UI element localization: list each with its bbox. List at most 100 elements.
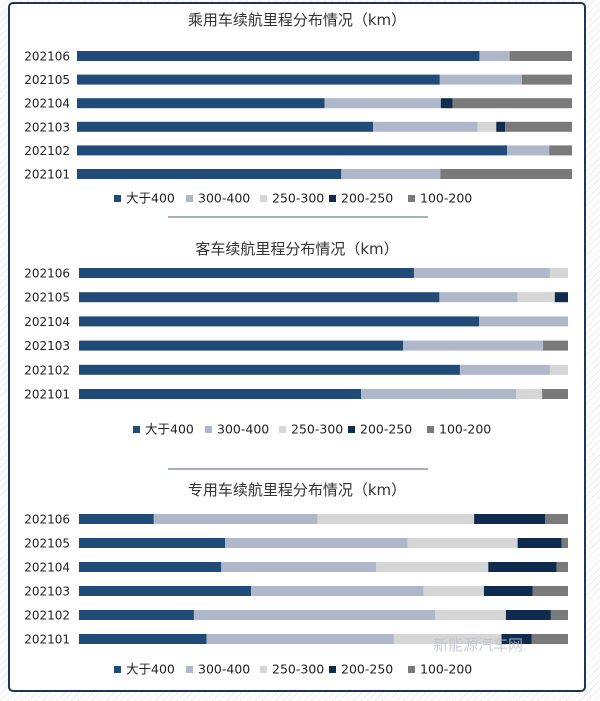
bar-segment [522,74,572,85]
bar-segment [545,514,568,524]
bar-segment [509,51,572,61]
legend-label: 大于400 [126,662,175,677]
bar-segment [77,145,508,156]
legend-swatch [348,426,355,433]
bar-segment [488,562,557,572]
bar-segment [556,562,568,572]
bar-segment [403,340,544,351]
category-label: 202101 [24,388,70,402]
bar-segment [516,389,543,399]
bar-segment [505,121,573,132]
bar-segment [543,340,568,351]
legend-swatch [260,195,267,202]
bar-segment [77,169,342,179]
bar-segment [561,538,568,548]
category-label: 202106 [24,50,70,64]
legend-swatch [427,426,434,433]
bar-segment [479,51,510,61]
bar-segment [483,586,533,596]
bar-segment [79,514,154,524]
category-label: 202102 [24,363,70,377]
bar-segment [542,389,568,399]
bar-segment [341,169,441,179]
bar-segment [505,610,551,620]
category-label: 202103 [24,585,70,599]
bar-segment [376,562,489,572]
bar-segment [549,268,568,278]
legend-label: 300-400 [217,422,269,437]
bar-segment [77,121,374,132]
bar-segment [77,98,325,109]
bar-segment [393,634,502,644]
bar-segment [79,586,252,596]
legend-label: 100-200 [439,422,491,437]
category-label: 202104 [24,97,70,111]
legend-label: 250-300 [291,422,343,437]
bar-segment [225,538,408,548]
legend-label: 大于400 [126,191,175,206]
legend-label: 100-200 [420,191,472,206]
legend-swatch [279,426,286,433]
category-label: 202106 [24,513,70,527]
category-label: 202103 [24,339,70,353]
bus-chart: 客车续航里程分布情况（km） 202106 202105 202104 202103 2… [24,240,568,437]
bar-segment [79,268,414,278]
bar-segment [79,292,440,303]
category-label: 202102 [24,144,70,158]
category-label: 202105 [24,291,70,305]
legend-swatch [408,195,415,202]
bar-segment [79,389,362,399]
bar-segment [434,610,506,620]
bar-segment [77,51,480,61]
category-label: 202101 [24,168,70,182]
bar-segment [440,98,453,109]
chart-title: 客车续航里程分布情况（km） [195,240,398,258]
bar-segment [459,364,550,375]
chart-title: 乘用车续航里程分布情况（km） [188,11,406,29]
bar-segment [77,74,440,85]
bar-segment [517,538,562,548]
watermark: 新能源汽车网 [433,636,523,654]
legend-swatch [205,426,212,433]
passenger-car-chart: 乘用车续航里程分布情况（km） 202106 202105 202104 202103… [24,11,573,206]
legend-label: 大于400 [145,422,194,437]
bar-segment [79,364,460,375]
bar-segment [361,389,517,399]
special-vehicle-chart: 专用车续航里程分布情况（km） 202106 202105 202104 202103… [24,481,568,677]
bar-segment [549,364,568,375]
legend-swatch [260,666,267,673]
bar-segment [79,538,226,548]
category-label: 202106 [24,267,70,281]
legend-label: 250-300 [272,662,324,677]
bar-segment [531,634,568,644]
bar-segment [79,340,404,351]
legend-swatch [186,195,193,202]
bar-segment [474,514,546,524]
bar-segment [501,634,532,644]
legend-swatch [186,666,193,673]
bar-segment [423,586,484,596]
bar-segment [439,74,522,85]
category-label: 202105 [24,73,70,87]
category-label: 202102 [24,609,70,623]
bar-segment [532,586,568,596]
bar-segment [251,586,424,596]
bar-segment [496,121,506,132]
bar-segment [79,610,194,620]
bar-segment [153,514,318,524]
legend-label: 250-300 [272,191,324,206]
legend-label: 300-400 [198,662,250,677]
bar-segment [206,634,394,644]
bar-segment [477,121,497,132]
bar-segment [79,316,479,327]
bar-segment [193,610,435,620]
chart-title: 专用车续航里程分布情况（km） [188,481,406,499]
category-label: 202105 [24,537,70,551]
bar-segment [550,610,568,620]
legend-swatch [114,666,121,673]
bar-segment [452,98,572,109]
bar-segment [317,514,475,524]
legend-swatch [133,426,140,433]
legend-label: 100-200 [420,662,472,677]
